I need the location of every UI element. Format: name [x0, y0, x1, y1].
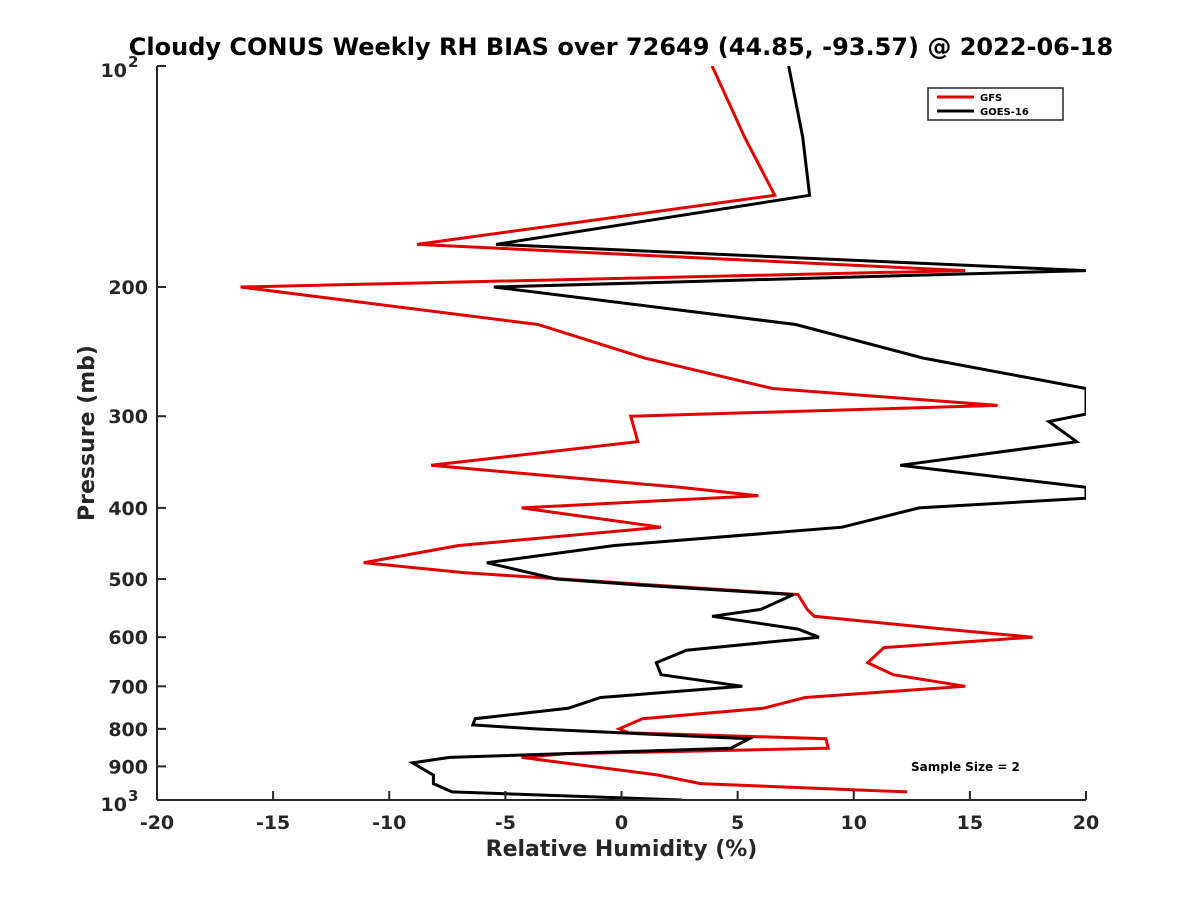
y-axis-label: Pressure (mb) — [75, 345, 100, 521]
y-tick-label-base: 10 — [101, 60, 127, 82]
y-tick-label-exponent: 2 — [128, 53, 138, 71]
x-tick-label: 0 — [615, 812, 628, 834]
series-line-gfs — [240, 66, 1033, 794]
sample-size-annotation: Sample Size = 2 — [911, 760, 1020, 774]
y-tick-label: 900 — [108, 756, 148, 778]
x-tick-label: -10 — [372, 812, 406, 834]
y-tick-label: 300 — [108, 406, 148, 428]
y-tick-label-base: 10 — [101, 794, 127, 816]
y-tick-label-exponent: 3 — [128, 787, 138, 805]
y-tick-label: 700 — [108, 676, 148, 698]
x-tick-label: 20 — [1073, 812, 1099, 834]
x-tick-label: 5 — [731, 812, 744, 834]
legend-label: GOES-16 — [980, 107, 1029, 118]
x-axis-label: Relative Humidity (%) — [486, 837, 758, 862]
y-tick-label: 400 — [108, 498, 148, 520]
legend-label: GFS — [980, 93, 1002, 104]
y-tick-label: 800 — [108, 719, 148, 741]
x-tick-label: 10 — [841, 812, 867, 834]
x-tick-label: -15 — [256, 812, 290, 834]
y-tick-label: 200 — [108, 277, 148, 299]
legend-box — [927, 87, 1064, 121]
chart-title: Cloudy CONUS Weekly RH BIAS over 72649 (… — [129, 33, 1113, 61]
x-tick-label: -5 — [495, 812, 516, 834]
legend: GFS GOES-16 — [927, 87, 1064, 121]
x-tick-label: -20 — [140, 812, 174, 834]
y-tick-label: 500 — [108, 569, 148, 591]
y-tick-label: 600 — [108, 627, 148, 649]
x-tick-label: 15 — [957, 812, 983, 834]
series-line-goes-16 — [408, 66, 1086, 800]
